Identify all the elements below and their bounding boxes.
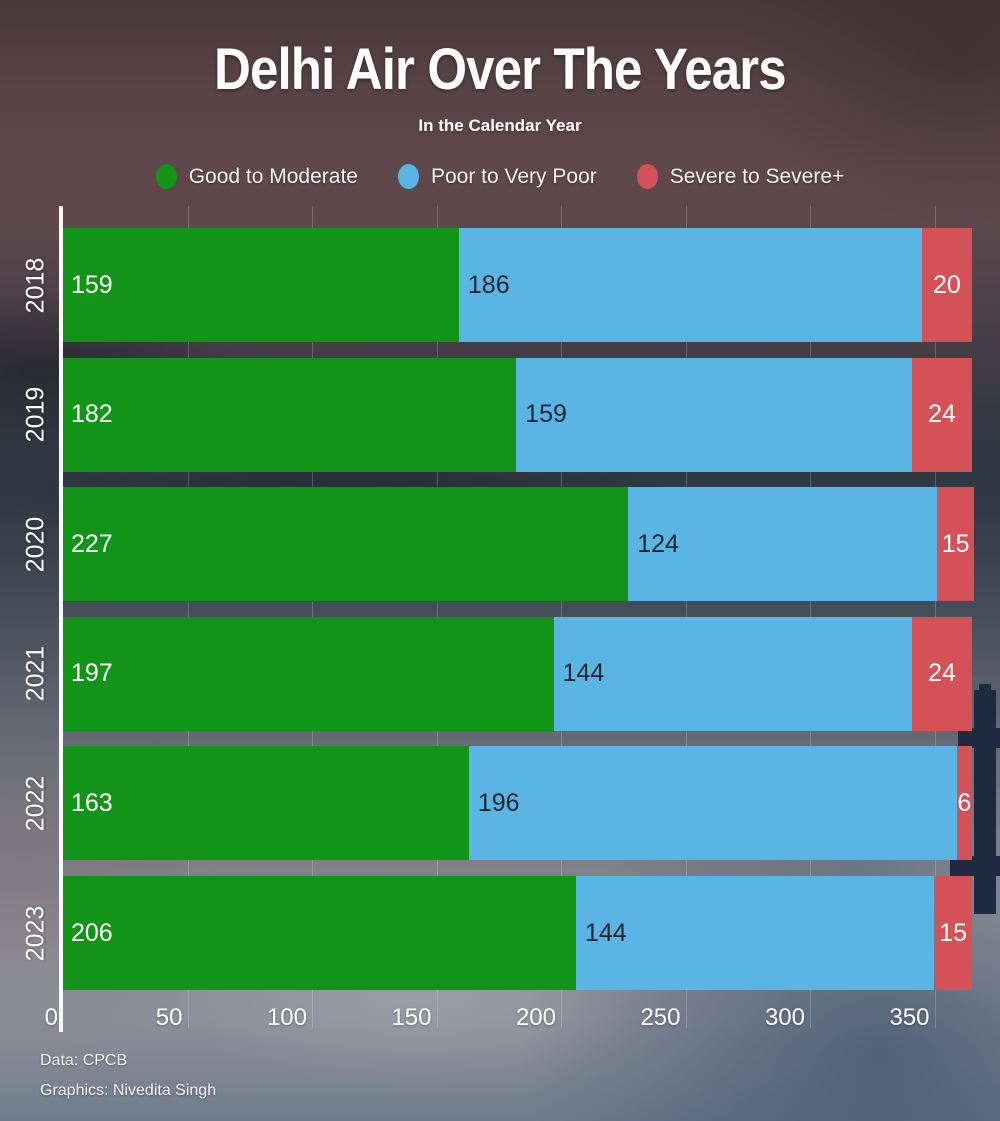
bar-segment-poor-to-very-poor	[553, 616, 913, 731]
bar-segment-poor-to-very-poor	[458, 228, 923, 342]
bar-value-label: 159	[71, 270, 113, 299]
year-label-2023: 2023	[14, 876, 58, 990]
bar-segment-good-to-moderate	[63, 357, 517, 472]
chart-subtitle: In the Calendar Year	[418, 116, 582, 135]
x-tick-label-200: 200	[515, 1004, 556, 1031]
graphics-credit: Graphics: Nivedita Singh	[40, 1082, 217, 1099]
year-label-2018: 2018	[14, 228, 58, 342]
year-label-text: 2022	[21, 775, 50, 832]
year-label-text: 2021	[21, 645, 50, 702]
tower-silhouette	[974, 690, 996, 914]
year-label-text: 2019	[21, 386, 50, 443]
bar-value-label: 227	[71, 529, 113, 558]
x-tick-label-150: 150	[391, 1004, 432, 1031]
bar-value-label: 206	[71, 918, 113, 947]
bar-segment-good-to-moderate	[63, 487, 629, 602]
data-source: Data: CPCB	[40, 1052, 128, 1069]
bar-segment-poor-to-very-poor	[468, 746, 957, 861]
x-tick-label-100: 100	[266, 1004, 307, 1031]
legend-item: Poor to Very Poor	[397, 164, 597, 189]
bar-value-label: 6	[957, 788, 972, 817]
legend-item: Good to Moderate	[155, 164, 358, 189]
year-label-text: 2018	[21, 257, 50, 313]
bar-segment-severe-to-severe-	[956, 746, 972, 861]
year-label-2022: 2022	[14, 746, 58, 860]
bar-value-label: 159	[525, 400, 567, 429]
bar-segment-severe-to-severe-	[912, 357, 972, 472]
bar-segment-good-to-moderate	[63, 228, 459, 342]
bar-segment-good-to-moderate	[63, 746, 469, 861]
legend-label: Good to Moderate	[188, 164, 358, 188]
year-label-text: 2023	[21, 905, 50, 961]
bar-value-label: 197	[71, 659, 113, 688]
y-axis-line	[59, 206, 63, 1032]
bar-value-label: 124	[637, 529, 679, 558]
bar-segment-severe-to-severe-	[934, 876, 972, 990]
legend-item: Severe to Severe+	[636, 164, 845, 189]
bar-value-label: 24	[928, 400, 956, 429]
bar-value-label: 20	[933, 270, 961, 299]
legend-label: Severe to Severe+	[669, 164, 845, 188]
x-tick-label-50: 50	[155, 1004, 183, 1031]
bar-segment-good-to-moderate	[63, 616, 554, 731]
year-label-2019: 2019	[14, 358, 58, 472]
bar-value-label: 163	[71, 788, 113, 817]
x-tick-label-250: 250	[640, 1004, 681, 1031]
bar-value-label: 186	[467, 270, 510, 299]
tower-silhouette	[979, 684, 991, 692]
bar-segment-poor-to-very-poor	[628, 487, 937, 602]
bar-segment-severe-to-severe-	[912, 616, 972, 731]
bar-value-label: 196	[477, 788, 520, 817]
bar-segment-poor-to-very-poor	[575, 876, 935, 990]
bar-value-label: 144	[562, 659, 605, 688]
legend-swatch-icon	[397, 164, 419, 189]
legend-swatch-icon	[155, 164, 177, 189]
x-tick-label-350: 350	[889, 1004, 930, 1031]
bar-segment-poor-to-very-poor	[516, 357, 913, 472]
bar-value-label: 24	[928, 659, 956, 688]
legend-swatch-icon	[636, 164, 658, 189]
tower-silhouette	[958, 728, 1000, 748]
legend-label: Poor to Very Poor	[430, 164, 597, 188]
bar-value-label: 15	[941, 529, 970, 558]
bar-segment-good-to-moderate	[63, 876, 576, 990]
x-tick-label-0: 0	[44, 1004, 58, 1031]
tower-silhouette	[950, 856, 1000, 876]
bar-value-label: 144	[584, 918, 627, 947]
bar-segment-severe-to-severe-	[936, 487, 975, 602]
bar-value-label: 182	[71, 400, 113, 429]
bar-segment-severe-to-severe-	[922, 228, 972, 342]
x-tick-label-300: 300	[764, 1004, 805, 1031]
year-label-2021: 2021	[14, 617, 58, 731]
year-label-2020: 2020	[14, 487, 58, 601]
chart-title: Delhi Air Over The Years	[214, 37, 787, 102]
legend: Good to Moderate Poor to Very Poor Severe …	[0, 164, 1000, 189]
bar-value-label: 15	[939, 918, 968, 947]
year-label-text: 2020	[21, 516, 50, 572]
